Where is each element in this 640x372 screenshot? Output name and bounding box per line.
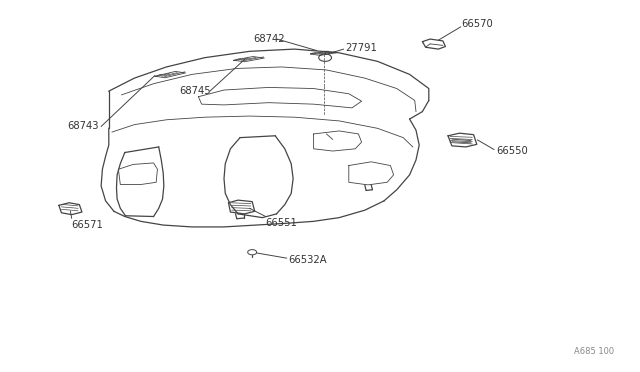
Text: 66571: 66571 [72, 220, 104, 230]
Text: 66570: 66570 [461, 19, 493, 29]
Text: A685 100: A685 100 [574, 347, 614, 356]
Text: 68742: 68742 [253, 34, 284, 44]
Text: 66532A: 66532A [288, 255, 326, 264]
Text: 68743: 68743 [67, 122, 99, 131]
Text: 68745: 68745 [179, 86, 211, 96]
Text: 66550: 66550 [496, 146, 528, 155]
Text: 66551: 66551 [266, 218, 298, 228]
Text: 27791: 27791 [346, 44, 378, 53]
